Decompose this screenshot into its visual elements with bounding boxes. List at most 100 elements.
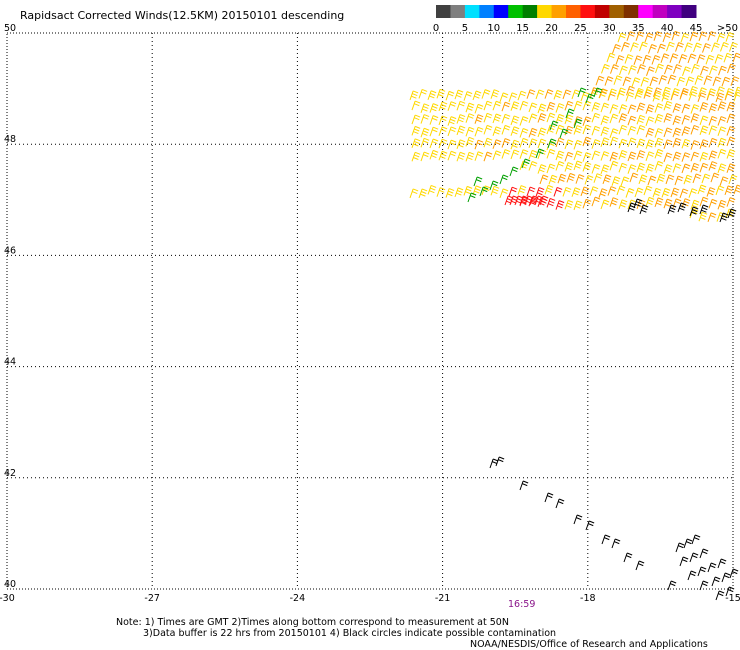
wind-barb bbox=[680, 87, 689, 98]
wind-barb bbox=[645, 127, 655, 138]
wind-barb bbox=[653, 31, 663, 41]
wind-barb bbox=[705, 54, 715, 65]
wind-barb bbox=[481, 89, 491, 99]
wind-barb bbox=[602, 174, 612, 185]
wind-barb bbox=[501, 138, 511, 148]
wind-barb bbox=[591, 196, 601, 207]
wind-barb bbox=[420, 127, 430, 138]
wind-barb bbox=[726, 149, 736, 159]
longitude-label: -15 bbox=[725, 593, 740, 604]
wind-barb bbox=[465, 126, 475, 137]
wind-barb bbox=[715, 590, 725, 601]
wind-barb bbox=[483, 112, 493, 123]
wind-barb bbox=[690, 113, 700, 123]
wind-barb bbox=[729, 42, 738, 52]
wind-barb bbox=[510, 101, 520, 111]
wind-barb bbox=[698, 87, 707, 97]
wind-barb bbox=[600, 151, 610, 161]
wind-barb bbox=[447, 116, 457, 126]
wind-barb bbox=[690, 162, 700, 173]
wind-barb bbox=[626, 31, 636, 41]
wind-barb bbox=[537, 103, 547, 114]
wind-barb bbox=[600, 137, 610, 147]
wind-barb bbox=[610, 64, 619, 74]
wind-barb bbox=[666, 41, 675, 52]
wind-barb bbox=[489, 458, 499, 469]
pass-time-label: 16:59 bbox=[508, 599, 536, 610]
note-line-2: 3)Data buffer is 22 hrs from 20150101 4)… bbox=[143, 628, 557, 639]
wind-barb bbox=[663, 198, 673, 209]
wind-barb bbox=[665, 174, 675, 185]
wind-barb bbox=[644, 32, 654, 43]
wind-barb bbox=[708, 103, 718, 113]
wind-barb bbox=[718, 65, 727, 76]
wind-barb bbox=[411, 125, 421, 136]
wind-barb bbox=[721, 572, 731, 583]
wind-barb bbox=[681, 103, 691, 114]
wind-barb bbox=[546, 124, 556, 135]
wind-barb bbox=[544, 492, 554, 503]
wind-barb bbox=[490, 89, 500, 99]
wind-barb bbox=[691, 534, 701, 545]
wind-barb bbox=[573, 118, 583, 129]
wind-barb bbox=[600, 102, 610, 113]
wind-barb bbox=[696, 54, 706, 64]
wind-barb bbox=[654, 113, 664, 124]
wind-barb bbox=[658, 75, 668, 85]
wind-barb bbox=[716, 86, 725, 97]
wind-barb bbox=[598, 188, 608, 198]
wind-barb bbox=[483, 151, 493, 162]
wind-barb bbox=[715, 92, 725, 103]
wind-barb bbox=[429, 103, 439, 113]
wind-barb bbox=[708, 137, 718, 148]
wind-barb bbox=[725, 32, 735, 42]
wind-barb bbox=[683, 174, 693, 185]
wind-barb bbox=[671, 30, 681, 41]
wind-barb bbox=[613, 75, 623, 85]
wind-barb bbox=[707, 562, 717, 573]
wind-barb bbox=[547, 138, 557, 149]
wind-barb bbox=[573, 139, 583, 150]
wind-barb bbox=[474, 114, 484, 124]
wind-barb bbox=[661, 187, 671, 198]
wind-barb bbox=[535, 148, 545, 159]
wind-barb bbox=[639, 204, 649, 215]
wind-barb bbox=[565, 108, 575, 119]
wind-barb bbox=[489, 180, 499, 191]
wind-barb bbox=[585, 93, 595, 104]
wind-barb bbox=[447, 126, 457, 137]
wind-barb bbox=[633, 55, 643, 65]
wind-barb bbox=[582, 100, 592, 111]
wind-barb bbox=[667, 580, 677, 591]
wind-barb bbox=[708, 150, 718, 161]
wind-barb bbox=[710, 172, 720, 183]
wind-barb bbox=[732, 52, 740, 63]
wind-barb bbox=[438, 150, 448, 161]
wind-barb bbox=[438, 101, 448, 112]
wind-barb bbox=[517, 185, 527, 195]
wind-barb bbox=[628, 65, 637, 75]
wind-barb bbox=[717, 101, 727, 111]
wind-barb bbox=[555, 113, 565, 124]
wind-barb bbox=[620, 176, 630, 187]
wind-barb bbox=[707, 31, 717, 41]
wind-barb bbox=[580, 186, 590, 197]
wind-barb bbox=[499, 174, 509, 185]
wind-barb bbox=[699, 196, 709, 207]
wind-barb bbox=[618, 199, 628, 209]
wind-barb bbox=[697, 566, 707, 577]
wind-barb bbox=[707, 88, 716, 98]
wind-barb bbox=[627, 104, 637, 115]
wind-barb bbox=[528, 138, 538, 148]
wind-barb bbox=[690, 104, 700, 114]
wind-barb bbox=[564, 114, 574, 125]
wind-barb bbox=[689, 552, 699, 563]
wind-barb bbox=[719, 176, 729, 187]
wind-barb bbox=[636, 199, 646, 210]
wind-barb bbox=[411, 100, 421, 111]
wind-barb bbox=[693, 42, 702, 53]
wind-barb bbox=[562, 89, 572, 100]
wind-barb bbox=[465, 151, 475, 162]
wind-barb bbox=[600, 199, 610, 210]
wind-barb bbox=[429, 115, 439, 125]
